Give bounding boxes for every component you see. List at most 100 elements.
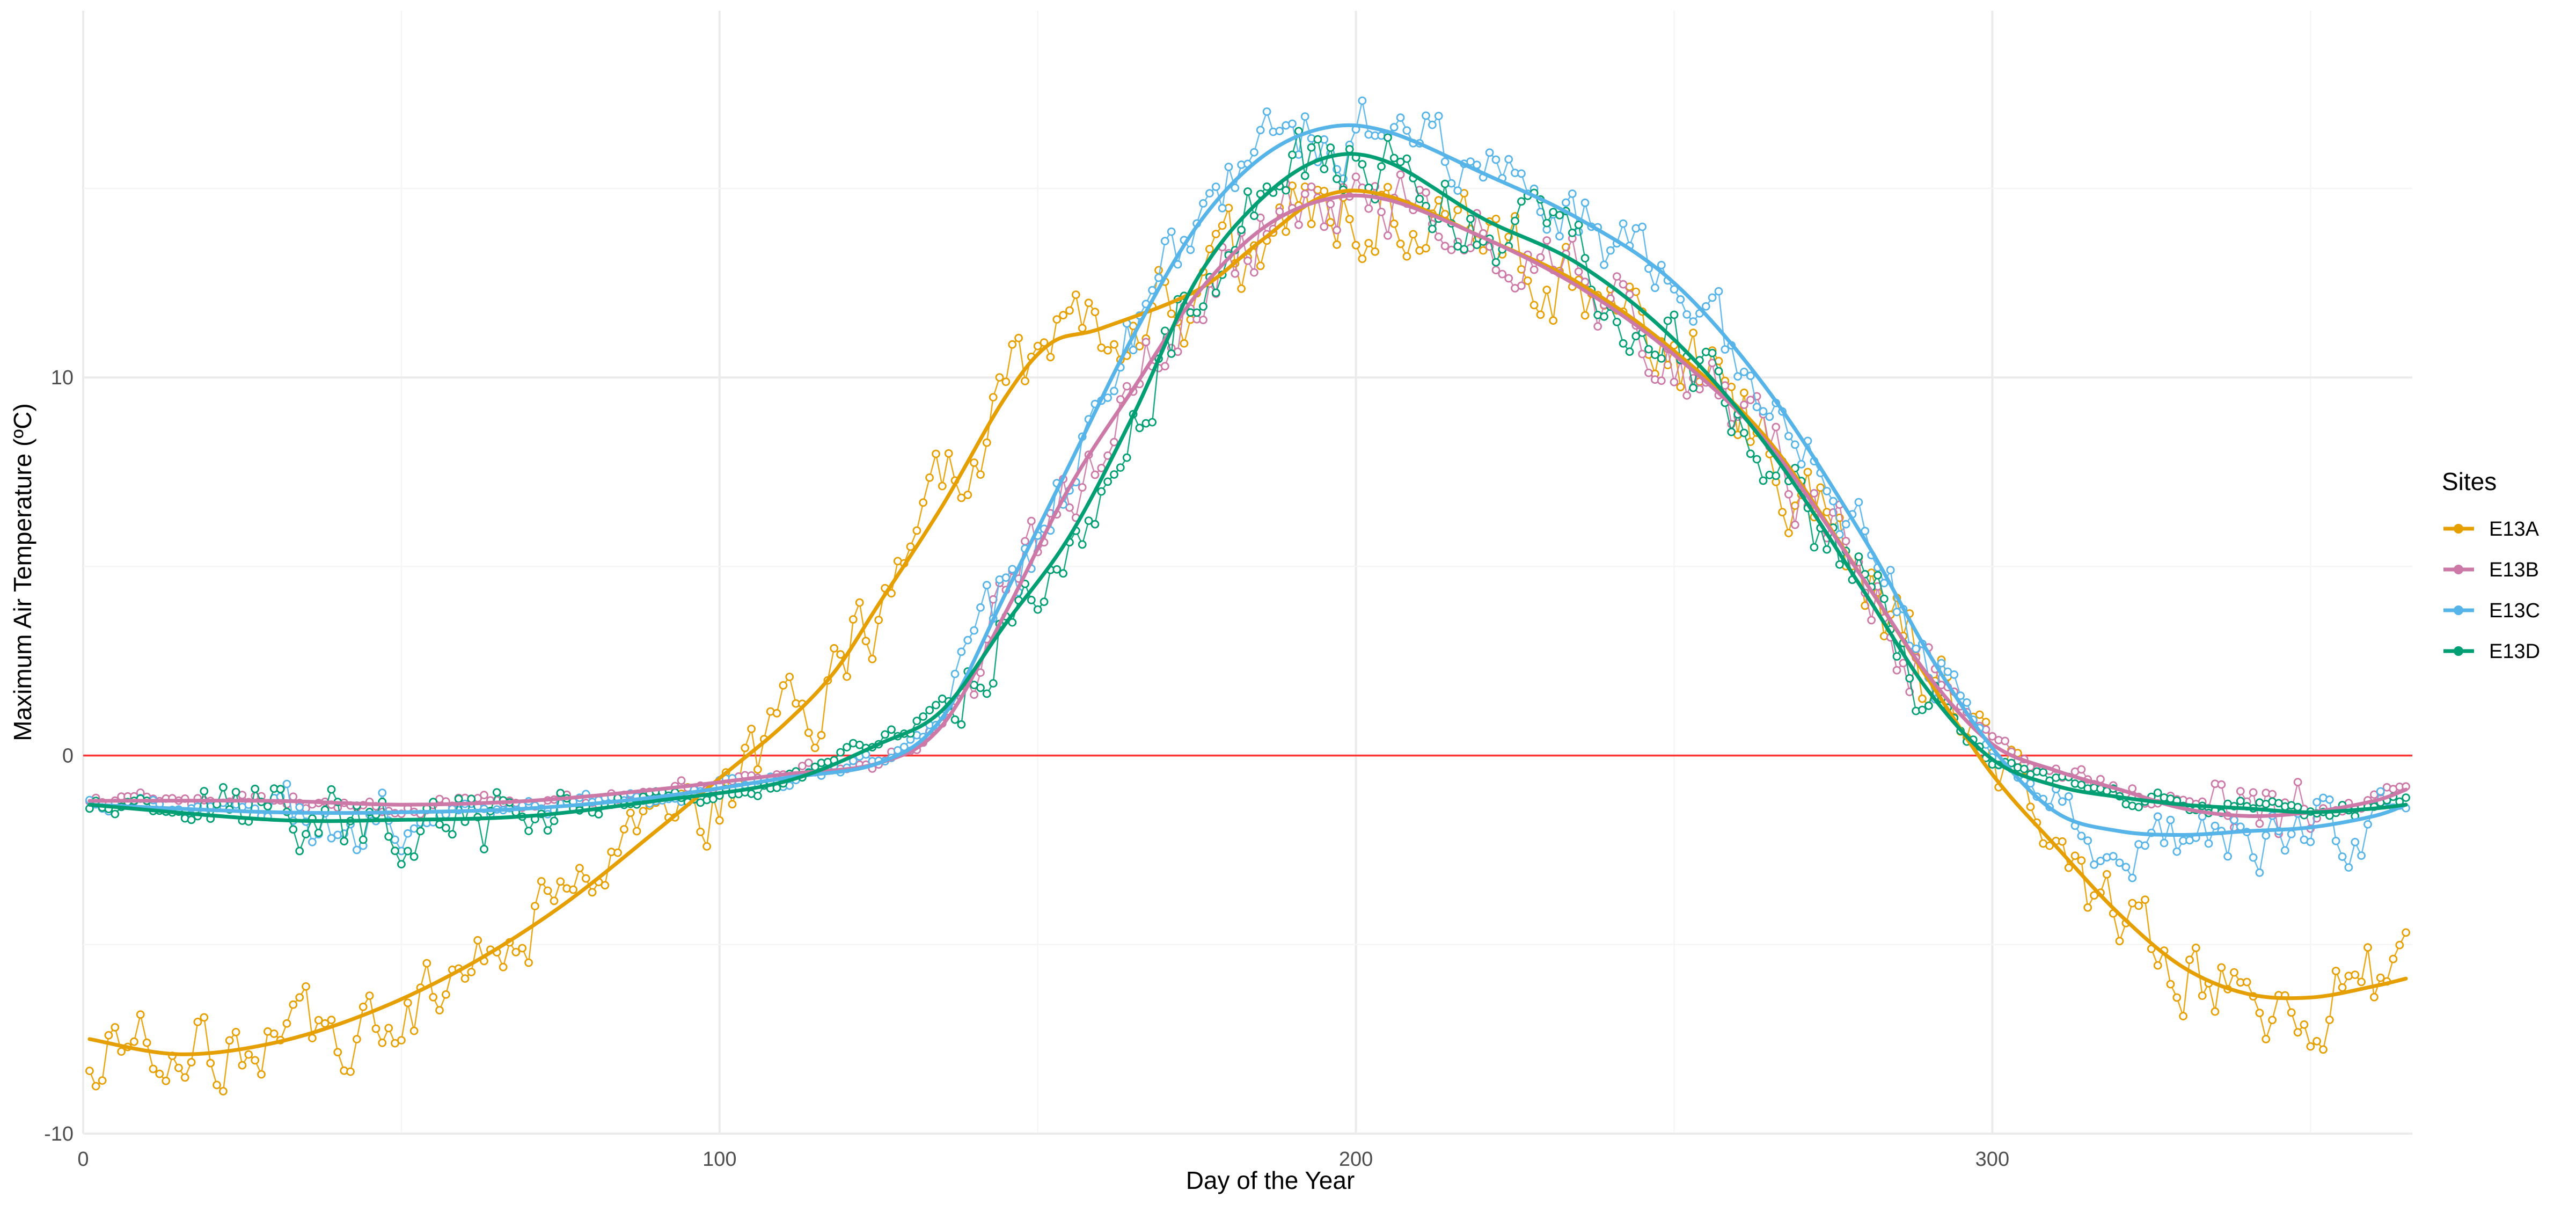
data-point (1052, 315, 1062, 324)
observations-line-E13A (89, 185, 2407, 1093)
data-point (473, 936, 482, 945)
data-point (1689, 317, 1698, 326)
data-point (2351, 838, 2360, 846)
data-point (1555, 232, 1564, 241)
data-point (1580, 311, 1590, 320)
data-point (480, 791, 488, 800)
data-point (626, 808, 635, 817)
data-point (2160, 838, 2169, 848)
data-point (1211, 288, 1220, 297)
x-tick-label: 300 (1975, 1148, 2009, 1171)
data-point (2077, 856, 2086, 865)
data-point (1078, 324, 1087, 333)
data-point (1199, 316, 1208, 324)
grid (82, 11, 2412, 1135)
data-point (1746, 396, 1755, 404)
data-point (594, 810, 603, 819)
data-point (1491, 266, 1501, 275)
data-point (2083, 903, 2092, 912)
data-point (1739, 368, 1748, 376)
data-point (492, 788, 501, 797)
data-point (989, 679, 998, 688)
data-point (231, 1028, 240, 1036)
data-point (1714, 367, 1723, 376)
data-point (1600, 260, 1608, 269)
data-point (1052, 565, 1062, 574)
data-point (1625, 347, 1634, 356)
data-point (601, 881, 610, 890)
data-point (269, 1029, 279, 1038)
data-point (289, 792, 298, 801)
data-point (1739, 400, 1748, 410)
data-point (340, 837, 349, 846)
data-point (1746, 371, 1755, 381)
data-point (1377, 207, 1386, 216)
data-point (2077, 831, 2086, 841)
data-point (950, 715, 960, 724)
data-point (836, 748, 845, 757)
data-point (1759, 407, 1768, 416)
data-point (950, 669, 960, 678)
data-point (2268, 790, 2277, 799)
data-point (1625, 290, 1634, 299)
data-point (2204, 839, 2213, 848)
data-point (2312, 798, 2322, 807)
data-point (1682, 310, 1692, 319)
data-point (2376, 787, 2385, 796)
data-point (1689, 383, 1698, 392)
data-point (537, 877, 546, 886)
data-point (1676, 383, 1685, 391)
data-point (556, 877, 565, 886)
data-point (1701, 302, 1710, 311)
data-point (1498, 269, 1507, 279)
data-point (333, 1048, 342, 1057)
data-point (2306, 1042, 2315, 1051)
data-point (741, 743, 750, 753)
data-point (1924, 702, 1933, 710)
smooth-line-E13A (87, 188, 2408, 1056)
legend: Sites E13A E13B E13C E13D (2442, 468, 2540, 663)
data-point (982, 689, 991, 698)
data-point (989, 393, 998, 401)
data-point (403, 846, 412, 856)
data-point (327, 785, 336, 794)
data-point (2395, 940, 2404, 950)
data-point (1440, 242, 1450, 251)
legend-item-E13C: E13C (2443, 600, 2540, 622)
data-point (467, 794, 476, 804)
data-point (1033, 341, 1042, 350)
data-point (881, 730, 889, 739)
data-point (1536, 310, 1545, 319)
data-point (1529, 301, 1539, 310)
data-point (1294, 220, 1303, 229)
data-point (1046, 353, 1055, 362)
data-point (1529, 265, 1539, 274)
data-point (2064, 863, 2073, 872)
data-point (1803, 468, 1812, 477)
data-point (1040, 597, 1049, 607)
data-point (1300, 189, 1309, 199)
data-point (1422, 188, 1430, 197)
data-point (1472, 240, 1481, 250)
data-point (282, 779, 291, 788)
observations-line-E13B (89, 174, 2406, 834)
data-point (1256, 261, 1265, 271)
data-point (1568, 189, 1577, 198)
data-point (1383, 231, 1392, 240)
data-point (1606, 246, 1615, 255)
data-point (1014, 333, 1023, 342)
data-point (213, 1080, 221, 1090)
data-point (1790, 440, 1799, 449)
data-point (295, 993, 304, 1002)
data-point (1097, 487, 1106, 496)
data-point (1975, 710, 1984, 719)
data-point (1612, 318, 1621, 326)
y-tick-label: 10 (51, 367, 74, 389)
data-point (2109, 852, 2118, 861)
data-point (1440, 157, 1450, 166)
data-point (543, 886, 552, 895)
data-point (1810, 489, 1819, 498)
data-point (251, 1056, 260, 1065)
data-point (2230, 815, 2238, 824)
